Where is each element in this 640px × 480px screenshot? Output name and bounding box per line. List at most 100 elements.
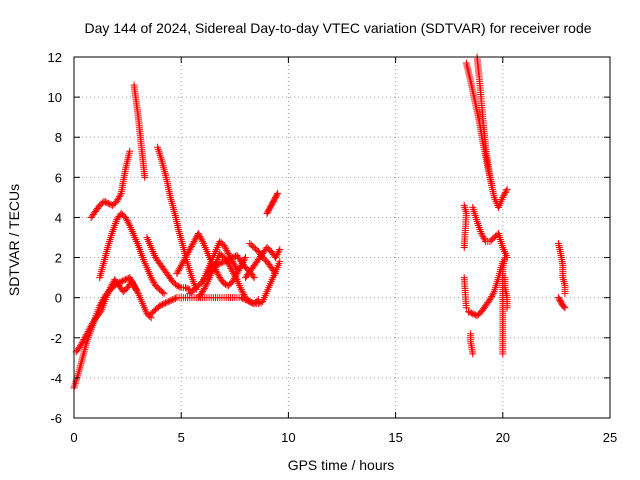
data-point [224, 250, 232, 258]
data-point [472, 311, 480, 319]
series-arc-6 [154, 143, 200, 294]
series-arc-11 [194, 250, 262, 308]
chart-title: Day 144 of 2024, Sidereal Day-to-day VTE… [84, 20, 591, 36]
data-point [194, 229, 202, 237]
data-point [478, 231, 486, 239]
data-point [272, 252, 280, 260]
data-point [273, 250, 281, 258]
data-point [229, 258, 237, 266]
data-point [107, 201, 115, 209]
data-point [78, 339, 86, 347]
data-point [120, 276, 128, 284]
data-point [169, 296, 177, 304]
data-point [182, 252, 190, 260]
data-point [186, 246, 194, 254]
data-point [250, 274, 258, 282]
data-point [479, 233, 487, 241]
series-arc-4 [96, 209, 168, 298]
data-point [276, 258, 284, 266]
data-point [220, 280, 228, 288]
x-tick-label: 10 [281, 430, 295, 445]
data-point [181, 254, 189, 262]
data-point [230, 259, 238, 267]
data-point [83, 329, 91, 337]
data-point [276, 246, 284, 254]
data-point [469, 310, 477, 318]
data-point [149, 277, 157, 285]
data-point [115, 193, 123, 201]
data-point [231, 262, 239, 270]
data-point [119, 277, 127, 285]
data-point [97, 307, 105, 315]
data-point [129, 279, 137, 287]
data-point [178, 260, 186, 268]
data-point [201, 283, 209, 291]
data-point [163, 298, 171, 306]
data-points [70, 53, 569, 392]
x-tick-label: 25 [603, 430, 617, 445]
data-point [187, 244, 195, 252]
data-point [171, 294, 179, 302]
data-point [240, 290, 248, 298]
data-point [190, 238, 198, 246]
data-point [275, 247, 283, 255]
series-arc-21 [460, 201, 470, 252]
data-point [160, 300, 168, 308]
data-point [189, 239, 197, 247]
data-point [87, 323, 95, 331]
y-tick-label: 12 [48, 50, 62, 65]
data-point [177, 262, 185, 270]
data-point [79, 337, 87, 345]
data-point [460, 244, 468, 252]
series-arc-22 [460, 274, 470, 312]
data-point [128, 278, 136, 286]
data-point [170, 295, 178, 303]
data-point [84, 327, 92, 335]
data-point [198, 236, 206, 244]
data-point [160, 290, 168, 298]
data-point [217, 259, 225, 267]
data-point [232, 274, 240, 282]
data-point [161, 299, 169, 307]
data-point [181, 255, 189, 263]
data-point [77, 340, 85, 348]
data-point [124, 218, 132, 226]
series-arc-2 [72, 276, 140, 356]
y-tick-label: 4 [55, 210, 62, 225]
data-point [480, 234, 488, 242]
series-arc-5 [130, 81, 149, 181]
data-point [230, 269, 238, 277]
data-point [221, 243, 229, 251]
data-point [167, 296, 175, 304]
data-point [467, 309, 475, 317]
data-point [107, 282, 115, 290]
data-point [179, 258, 187, 266]
y-axis-label: SDTVAR / TECUs [6, 184, 22, 296]
data-point [229, 268, 237, 276]
data-point [156, 302, 164, 310]
data-point [222, 245, 230, 253]
data-point [249, 272, 257, 280]
data-point [469, 350, 477, 358]
data-point [166, 297, 174, 305]
data-point [148, 275, 156, 283]
data-point [150, 278, 158, 286]
data-point [147, 274, 155, 282]
data-point [82, 331, 90, 339]
data-point [183, 284, 191, 292]
data-point [224, 248, 232, 256]
data-point [175, 266, 183, 274]
data-point [561, 290, 569, 298]
y-tick-label: -6 [50, 411, 62, 426]
data-point [230, 261, 238, 269]
data-point [253, 297, 261, 305]
data-point [125, 220, 133, 228]
series-arc-24 [501, 274, 511, 312]
y-tick-label: -2 [50, 331, 62, 346]
data-point [175, 265, 183, 273]
data-point [188, 241, 196, 249]
grid [74, 57, 610, 418]
data-point [195, 231, 203, 239]
data-point [242, 254, 250, 262]
